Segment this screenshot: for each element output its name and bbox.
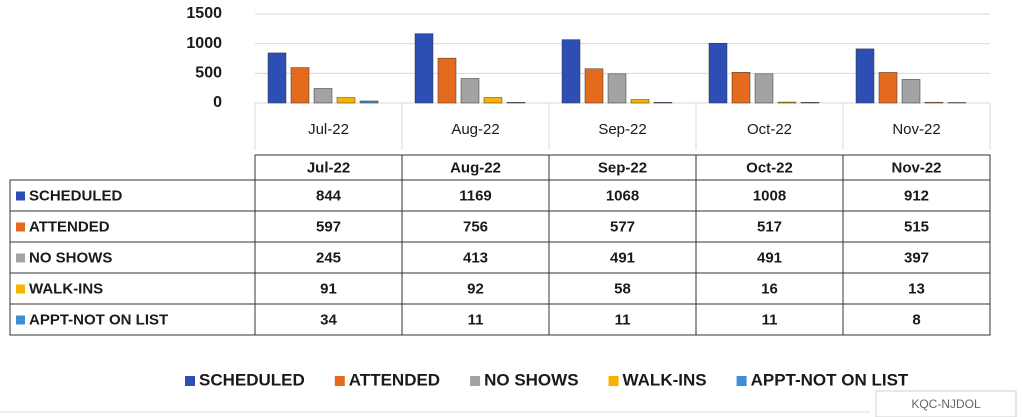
table-row-label: APPT-NOT ON LIST — [29, 311, 168, 328]
bar — [901, 79, 921, 104]
legend-swatch — [185, 376, 195, 386]
y-tick-label: 500 — [195, 65, 222, 82]
table-cell: 912 — [904, 187, 929, 204]
legend-label: WALK-INS — [623, 370, 707, 389]
bar — [855, 48, 875, 104]
x-tick-label: Oct-22 — [747, 121, 792, 138]
table-header: Jul-22 — [307, 159, 350, 176]
table-swatch — [16, 222, 25, 232]
table-swatch — [16, 315, 25, 325]
table-cell: 8 — [912, 311, 920, 328]
table-row-label: ATTENDED — [29, 218, 110, 235]
table-cell: 577 — [610, 218, 635, 235]
bar — [584, 68, 604, 104]
bar — [800, 102, 820, 104]
table-row-label: SCHEDULED — [29, 187, 123, 204]
bar — [653, 102, 673, 104]
table-cell: 844 — [316, 187, 342, 204]
bar — [878, 72, 898, 104]
table-cell: 1068 — [606, 187, 639, 204]
x-tick-label: Nov-22 — [892, 121, 940, 138]
table-header: Aug-22 — [450, 159, 501, 176]
bar — [437, 57, 457, 104]
bar — [506, 102, 526, 104]
table-cell: 491 — [610, 249, 635, 266]
bar — [313, 88, 333, 104]
legend-label: NO SHOWS — [484, 370, 578, 389]
y-tick-label: 0 — [213, 94, 222, 111]
stamp-box — [875, 390, 1017, 417]
table-cell: 58 — [614, 280, 631, 297]
legend-label: ATTENDED — [349, 370, 440, 389]
table-cell: 756 — [463, 218, 488, 235]
table-cell: 1169 — [459, 187, 492, 204]
legend-label: SCHEDULED — [199, 370, 305, 389]
table-cell: 13 — [908, 280, 925, 297]
table-cell: 11 — [762, 311, 778, 328]
table-header: Sep-22 — [598, 159, 647, 176]
bar — [561, 39, 581, 104]
legend-label: APPT-NOT ON LIST — [751, 370, 909, 389]
legend-swatch — [334, 376, 345, 386]
table-cell: 92 — [467, 280, 484, 297]
table-header: Nov-22 — [891, 159, 941, 176]
bar — [731, 72, 751, 104]
y-tick-label: 1500 — [186, 5, 222, 22]
stamp: KQC-NJDOL — [911, 397, 981, 411]
table-swatch — [16, 284, 25, 294]
bar — [290, 67, 310, 104]
bar — [460, 78, 480, 104]
table-cell: 597 — [316, 218, 341, 235]
legend-swatch — [736, 376, 747, 386]
bar — [607, 73, 627, 104]
table-row-label: NO SHOWS — [29, 249, 112, 266]
table-swatch — [16, 253, 25, 263]
table-cell: 515 — [904, 218, 929, 235]
table-cell: 16 — [761, 280, 778, 297]
table-border — [9, 179, 991, 336]
table-cell: 491 — [757, 249, 782, 266]
table-cell: 11 — [615, 311, 631, 328]
table-header: Oct-22 — [746, 159, 793, 176]
table-cell: 11 — [468, 311, 484, 328]
table-cell: 413 — [463, 249, 488, 266]
table-swatch — [16, 191, 25, 201]
bar — [414, 33, 434, 104]
table-cell: 34 — [320, 311, 337, 328]
table-cell: 1008 — [753, 187, 786, 204]
table-cell: 245 — [316, 249, 341, 266]
table-cell: 91 — [320, 280, 337, 297]
bar — [630, 99, 650, 104]
x-tick-label: Aug-22 — [451, 121, 499, 138]
table-row-label: WALK-INS — [29, 280, 103, 297]
table-cell: 397 — [904, 249, 929, 266]
bar — [336, 97, 356, 104]
y-tick-label: 1000 — [186, 35, 222, 52]
bar — [708, 42, 728, 104]
legend-swatch — [470, 376, 481, 386]
bar — [267, 52, 287, 104]
bar — [359, 100, 379, 104]
table-cell: 517 — [757, 218, 782, 235]
legend-swatch — [608, 376, 619, 386]
bar — [483, 97, 503, 104]
bar — [924, 101, 944, 104]
bar — [754, 73, 774, 104]
x-tick-label: Jul-22 — [308, 121, 349, 138]
bar — [777, 101, 797, 104]
x-tick-label: Sep-22 — [598, 121, 646, 138]
